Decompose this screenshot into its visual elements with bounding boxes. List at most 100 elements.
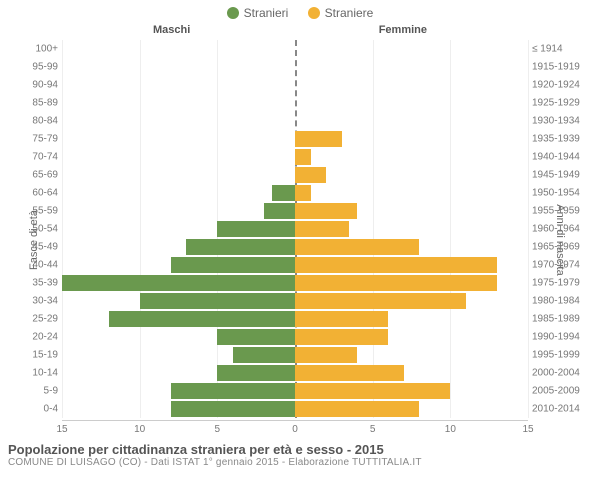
bar-female — [295, 257, 497, 273]
age-label: 40-44 — [18, 260, 58, 271]
bar-male — [233, 347, 295, 363]
bar-male — [217, 221, 295, 237]
chart-footer: Popolazione per cittadinanza straniera p… — [8, 442, 592, 468]
bar-female — [295, 365, 404, 381]
bar-female — [295, 347, 357, 363]
birth-year-label: 1920-1924 — [532, 80, 588, 91]
pyramid-row: 40-441970-1974 — [62, 256, 528, 274]
age-label: 80-84 — [18, 116, 58, 127]
x-tick: 15 — [522, 424, 533, 435]
birth-year-label: 2010-2014 — [532, 404, 588, 415]
bar-male — [171, 383, 295, 399]
age-label: 95-99 — [18, 62, 58, 73]
birth-year-label: 1950-1954 — [532, 188, 588, 199]
x-tick: 5 — [370, 424, 376, 435]
bar-female — [295, 329, 388, 345]
bar-female — [295, 167, 326, 183]
bar-pair — [62, 95, 528, 111]
x-tick: 5 — [215, 424, 221, 435]
birth-year-label: 1955-1959 — [532, 206, 588, 217]
bar-pair — [62, 329, 528, 345]
birth-year-label: 2005-2009 — [532, 386, 588, 397]
bar-female — [295, 275, 497, 291]
pyramid-row: 85-891925-1929 — [62, 94, 528, 112]
pyramid-row: 60-641950-1954 — [62, 184, 528, 202]
bar-female — [295, 293, 466, 309]
bar-pair — [62, 401, 528, 417]
birth-year-label: 1975-1979 — [532, 278, 588, 289]
age-label: 55-59 — [18, 206, 58, 217]
bar-pair — [62, 59, 528, 75]
x-tick: 15 — [56, 424, 67, 435]
age-label: 0-4 — [18, 404, 58, 415]
bar-male — [217, 365, 295, 381]
bar-male — [272, 185, 295, 201]
bar-pair — [62, 239, 528, 255]
age-label: 50-54 — [18, 224, 58, 235]
x-tick: 0 — [292, 424, 298, 435]
bar-female — [295, 203, 357, 219]
bar-male — [171, 401, 295, 417]
pyramid-row: 20-241990-1994 — [62, 328, 528, 346]
bar-pair — [62, 365, 528, 381]
bar-female — [295, 185, 311, 201]
population-pyramid-chart: Stranieri Straniere Maschi Femmine Fasce… — [0, 0, 600, 500]
pyramid-rows: 100+≤ 191495-991915-191990-941920-192485… — [62, 40, 528, 418]
age-label: 10-14 — [18, 368, 58, 379]
x-axis: 15105051015 — [62, 420, 528, 440]
bar-pair — [62, 77, 528, 93]
birth-year-label: 1985-1989 — [532, 314, 588, 325]
bar-male — [171, 257, 295, 273]
bar-male — [140, 293, 295, 309]
birth-year-label: 1915-1919 — [532, 62, 588, 73]
legend-swatch-male — [227, 7, 239, 19]
column-header-male: Maschi — [153, 24, 190, 36]
birth-year-label: 1960-1964 — [532, 224, 588, 235]
age-label: 75-79 — [18, 134, 58, 145]
birth-year-label: 2000-2004 — [532, 368, 588, 379]
age-label: 65-69 — [18, 170, 58, 181]
pyramid-row: 10-142000-2004 — [62, 364, 528, 382]
bar-female — [295, 131, 342, 147]
birth-year-label: 1995-1999 — [532, 350, 588, 361]
pyramid-row: 65-691945-1949 — [62, 166, 528, 184]
chart-title: Popolazione per cittadinanza straniera p… — [8, 442, 592, 457]
birth-year-label: 1990-1994 — [532, 332, 588, 343]
bar-female — [295, 221, 349, 237]
bar-pair — [62, 149, 528, 165]
age-label: 20-24 — [18, 332, 58, 343]
age-label: 100+ — [18, 44, 58, 55]
birth-year-label: 1935-1939 — [532, 134, 588, 145]
pyramid-row: 30-341980-1984 — [62, 292, 528, 310]
age-label: 85-89 — [18, 98, 58, 109]
bar-female — [295, 149, 311, 165]
chart-subtitle: COMUNE DI LUISAGO (CO) - Dati ISTAT 1° g… — [8, 457, 592, 468]
birth-year-label: 1945-1949 — [532, 170, 588, 181]
bar-pair — [62, 275, 528, 291]
age-label: 60-64 — [18, 188, 58, 199]
bar-male — [62, 275, 295, 291]
legend-label-female: Straniere — [325, 6, 374, 20]
age-label: 30-34 — [18, 296, 58, 307]
pyramid-row: 5-92005-2009 — [62, 382, 528, 400]
grid-line — [528, 40, 529, 418]
bar-male — [217, 329, 295, 345]
bar-pair — [62, 383, 528, 399]
pyramid-row: 15-191995-1999 — [62, 346, 528, 364]
legend-label-male: Stranieri — [244, 6, 289, 20]
pyramid-row: 35-391975-1979 — [62, 274, 528, 292]
bar-pair — [62, 221, 528, 237]
legend-swatch-female — [308, 7, 320, 19]
bar-pair — [62, 293, 528, 309]
pyramid-row: 0-42010-2014 — [62, 400, 528, 418]
pyramid-row: 80-841930-1934 — [62, 112, 528, 130]
legend-item-male: Stranieri — [227, 6, 289, 20]
pyramid-row: 70-741940-1944 — [62, 148, 528, 166]
x-tick: 10 — [134, 424, 145, 435]
birth-year-label: 1965-1969 — [532, 242, 588, 253]
pyramid-row: 90-941920-1924 — [62, 76, 528, 94]
x-tick: 10 — [445, 424, 456, 435]
pyramid-row: 50-541960-1964 — [62, 220, 528, 238]
bar-pair — [62, 113, 528, 129]
bar-female — [295, 401, 419, 417]
